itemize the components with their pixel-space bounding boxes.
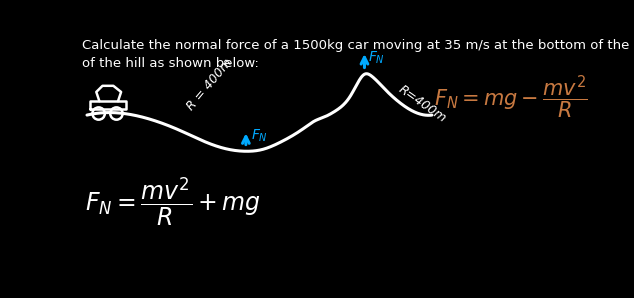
Text: R = 400m: R = 400m	[184, 56, 235, 113]
Text: $F_N$: $F_N$	[368, 49, 385, 66]
Text: $F_N = mg -\dfrac{mv^2}{R}$: $F_N = mg -\dfrac{mv^2}{R}$	[434, 74, 588, 121]
Text: $F_N$: $F_N$	[250, 128, 268, 144]
Text: R=400m: R=400m	[396, 82, 448, 125]
Text: Calculate the normal force of a 1500kg car moving at 35 m/s at the bottom of the: Calculate the normal force of a 1500kg c…	[82, 39, 634, 70]
Text: $F_N = \dfrac{mv^2}{R} + mg$: $F_N = \dfrac{mv^2}{R} + mg$	[86, 176, 262, 228]
